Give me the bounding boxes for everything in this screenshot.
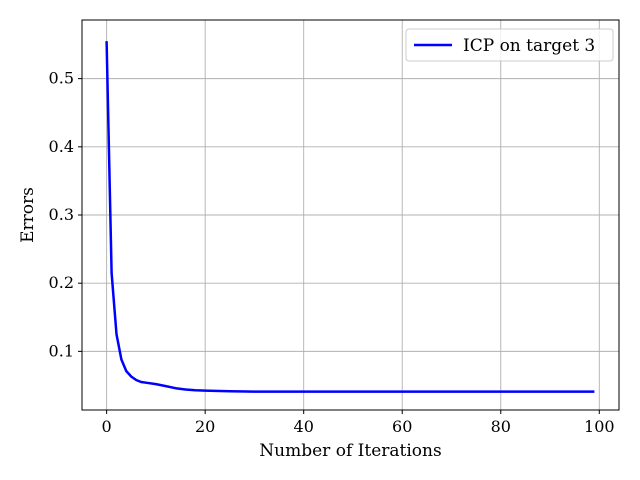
x-axis-label: Number of Iterations [259, 441, 441, 461]
series-layer [105, 41, 595, 393]
x-tick-label: 20 [195, 417, 215, 436]
y-tick-label: 0.1 [49, 341, 74, 360]
y-tick-label: 0.4 [49, 137, 74, 156]
y-axis-label: Errors [18, 187, 38, 243]
x-tick-label: 0 [102, 417, 112, 436]
x-tick-label: 80 [491, 417, 511, 436]
x-tick-label: 40 [294, 417, 314, 436]
y-tick-label: 0.3 [49, 205, 74, 224]
y-tick-label: 0.2 [49, 273, 74, 292]
axis-ticks: 0 20 40 60 80 100 0.1 0.2 0.3 0.4 0.5 [49, 69, 615, 436]
legend-box [405, 28, 614, 62]
y-tick-label: 0.5 [49, 69, 74, 88]
series-line [105, 41, 595, 393]
grid-lines [82, 20, 619, 410]
legend: ICP on target 3 [405, 28, 614, 62]
legend-label: ICP on target 3 [463, 36, 595, 56]
x-tick-label: 60 [392, 417, 412, 436]
x-tick-label: 100 [584, 417, 615, 436]
